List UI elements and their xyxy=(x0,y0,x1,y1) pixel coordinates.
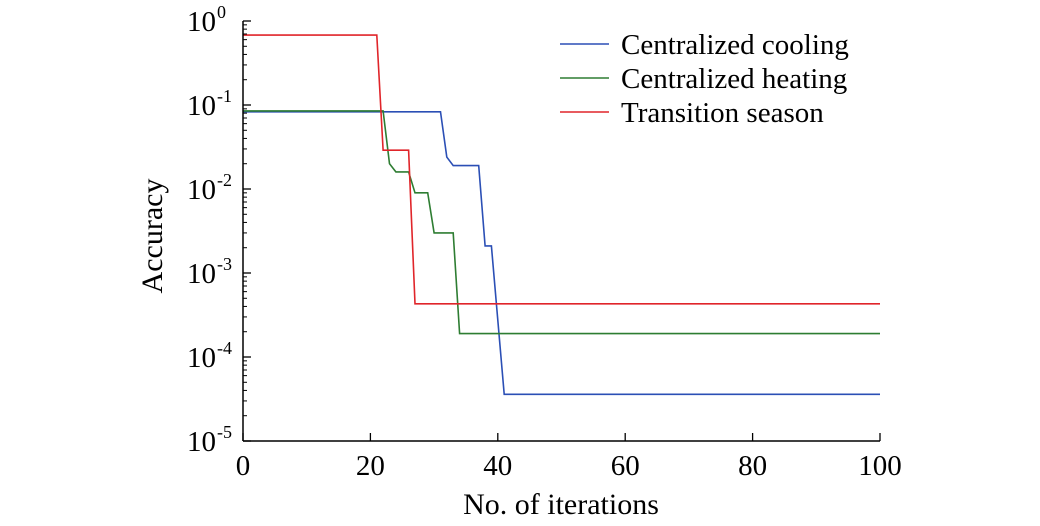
series-line-1 xyxy=(243,111,880,396)
x-tick-label: 20 xyxy=(356,450,385,482)
y-tick-label: 10 xyxy=(187,258,216,290)
x-tick-label: 60 xyxy=(611,450,640,482)
y-tick-label: 10 xyxy=(187,6,216,38)
x-ticks: 0 20 40 60 80 100 xyxy=(236,433,902,482)
y-tick-label: 10 xyxy=(187,426,216,458)
legend-label: Centralized cooling xyxy=(621,29,849,61)
plot-lines xyxy=(243,34,880,396)
y-axis-label: Accuracy xyxy=(136,179,169,294)
x-tick-label: 0 xyxy=(236,450,251,482)
x-tick-label: 80 xyxy=(738,450,767,482)
y-tick-exponent: -4 xyxy=(217,338,232,358)
y-tick-exponent: -3 xyxy=(217,254,232,274)
y-tick-exponent: 0 xyxy=(217,2,226,22)
y-tick-label: 10 xyxy=(187,342,216,374)
y-tick-exponent: -1 xyxy=(217,86,232,106)
axes xyxy=(242,21,880,442)
x-axis-label: No. of iterations xyxy=(463,488,659,521)
y-tick-label: 10 xyxy=(187,174,216,206)
legend-label: Centralized heating xyxy=(621,63,847,95)
series-line-2 xyxy=(243,110,880,335)
series-line-3 xyxy=(243,34,880,305)
legend-label: Transition season xyxy=(621,97,824,129)
x-tick-label: 40 xyxy=(483,450,512,482)
y-tick-exponent: -2 xyxy=(217,170,232,190)
y-tick-label: 10 xyxy=(187,90,216,122)
x-tick-label: 100 xyxy=(858,450,902,482)
y-tick-exponent: -5 xyxy=(217,422,232,442)
